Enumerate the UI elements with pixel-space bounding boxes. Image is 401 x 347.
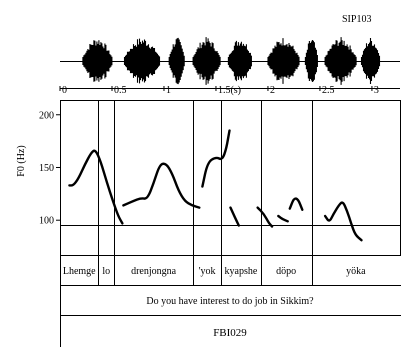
time-tick-label: 0.5 bbox=[114, 85, 127, 96]
f0-segment bbox=[288, 197, 304, 211]
speaker-code: FBI029 bbox=[213, 327, 247, 339]
time-tick-label: 2 bbox=[270, 85, 275, 96]
time-tick-label: 0 bbox=[62, 85, 67, 96]
word-label: 'yok bbox=[199, 266, 216, 277]
f0-contour bbox=[68, 129, 363, 242]
waveform-segment bbox=[324, 37, 357, 85]
word-label: kyapshe bbox=[225, 266, 258, 277]
time-tick-label: 1 bbox=[166, 85, 171, 96]
f0-segment bbox=[68, 149, 124, 225]
y-axis-label: F0 (Hz) bbox=[16, 145, 27, 176]
waveform-segment bbox=[267, 38, 300, 84]
waveform-segment bbox=[360, 38, 381, 84]
time-tick-label: 1.5(s) bbox=[218, 85, 241, 96]
waveform-segment bbox=[123, 38, 161, 84]
y-tick-label: 200 bbox=[39, 110, 54, 121]
waveform-segment bbox=[82, 40, 113, 82]
y-axis: 100 150 200 bbox=[39, 110, 60, 227]
word-tier: Lhemge lo drenjongna 'yok kyapshe döpo yöka bbox=[60, 256, 401, 347]
word-boundaries bbox=[98, 100, 313, 285]
recording-id: SIP103 bbox=[342, 14, 371, 25]
y-tick-label: 150 bbox=[39, 163, 54, 174]
waveform-segment bbox=[304, 40, 318, 82]
word-label: döpo bbox=[276, 266, 296, 277]
time-axis: 0 0.5 1 1.5(s) 2 2.5 3 bbox=[59, 85, 400, 96]
waveform bbox=[60, 37, 400, 85]
waveform-segment bbox=[168, 37, 185, 85]
time-tick-label: 2.5 bbox=[322, 85, 335, 96]
gloss-text: Do you have interest to do job in Sikkim… bbox=[146, 296, 314, 307]
time-tick-label: 3 bbox=[374, 85, 379, 96]
f0-segment bbox=[201, 129, 231, 188]
f0-plot-frame bbox=[60, 100, 401, 256]
f0-segment bbox=[122, 162, 201, 209]
f0-segment bbox=[323, 201, 363, 242]
waveform-segment bbox=[192, 37, 221, 85]
word-label: yöka bbox=[346, 266, 366, 277]
f0-segment bbox=[256, 206, 274, 228]
waveform-segment bbox=[227, 40, 252, 82]
f0-segment bbox=[229, 206, 240, 227]
f0-segment bbox=[277, 214, 289, 223]
word-label: drenjongna bbox=[131, 266, 177, 277]
y-tick-label: 100 bbox=[39, 216, 54, 227]
word-label: lo bbox=[102, 266, 110, 277]
word-label: Lhemge bbox=[63, 266, 96, 277]
